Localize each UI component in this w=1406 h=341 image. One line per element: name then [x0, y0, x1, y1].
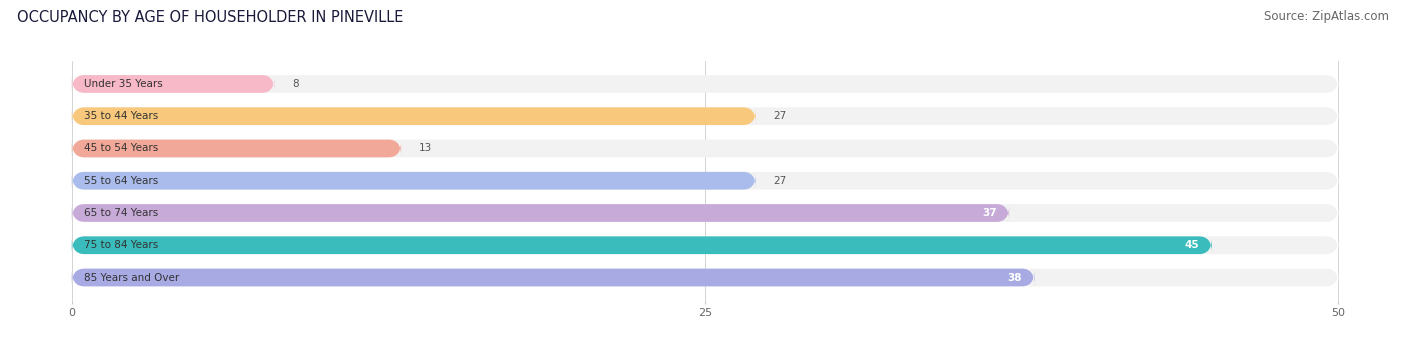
FancyBboxPatch shape: [72, 236, 1212, 254]
FancyBboxPatch shape: [72, 236, 1339, 254]
Text: 45 to 54 Years: 45 to 54 Years: [84, 144, 159, 153]
FancyBboxPatch shape: [72, 75, 274, 93]
Text: 85 Years and Over: 85 Years and Over: [84, 272, 180, 282]
FancyBboxPatch shape: [72, 269, 1339, 286]
Text: 27: 27: [773, 176, 787, 186]
FancyBboxPatch shape: [72, 172, 1339, 190]
Text: Source: ZipAtlas.com: Source: ZipAtlas.com: [1264, 10, 1389, 23]
Text: 38: 38: [1007, 272, 1022, 282]
FancyBboxPatch shape: [72, 269, 1035, 286]
FancyBboxPatch shape: [72, 107, 756, 125]
FancyBboxPatch shape: [72, 139, 1339, 157]
FancyBboxPatch shape: [72, 75, 1339, 93]
FancyBboxPatch shape: [72, 204, 1339, 222]
Text: 27: 27: [773, 111, 787, 121]
FancyBboxPatch shape: [72, 107, 1339, 125]
FancyBboxPatch shape: [72, 204, 1010, 222]
Text: 13: 13: [419, 144, 432, 153]
Text: 75 to 84 Years: 75 to 84 Years: [84, 240, 159, 250]
FancyBboxPatch shape: [72, 139, 401, 157]
Text: Under 35 Years: Under 35 Years: [84, 79, 163, 89]
Text: 37: 37: [981, 208, 997, 218]
Text: 8: 8: [292, 79, 299, 89]
FancyBboxPatch shape: [72, 172, 756, 190]
Text: 45: 45: [1184, 240, 1199, 250]
Text: 65 to 74 Years: 65 to 74 Years: [84, 208, 159, 218]
Text: OCCUPANCY BY AGE OF HOUSEHOLDER IN PINEVILLE: OCCUPANCY BY AGE OF HOUSEHOLDER IN PINEV…: [17, 10, 404, 25]
Text: 35 to 44 Years: 35 to 44 Years: [84, 111, 159, 121]
Text: 55 to 64 Years: 55 to 64 Years: [84, 176, 159, 186]
